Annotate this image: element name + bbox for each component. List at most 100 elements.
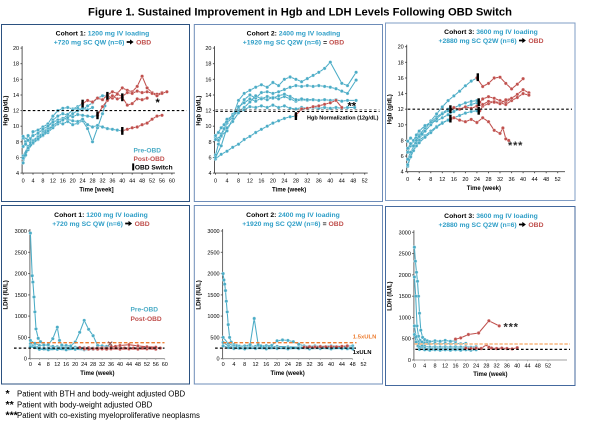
svg-text:12: 12 (439, 177, 445, 183)
svg-text:14: 14 (205, 93, 211, 99)
svg-text:500: 500 (402, 337, 411, 343)
svg-text:60: 60 (169, 179, 175, 185)
svg-text:14: 14 (398, 92, 404, 98)
svg-text:0: 0 (408, 358, 411, 364)
svg-text:**: ** (348, 101, 357, 113)
svg-text:+720 mg SC QW (n=6): +720 mg SC QW (n=6) (54, 40, 125, 47)
svg-text:44: 44 (126, 362, 132, 368)
svg-text:1500: 1500 (399, 294, 411, 300)
svg-text:6: 6 (16, 156, 19, 162)
svg-text:+2880 mg SC Q2W (n=6): +2880 mg SC Q2W (n=6) (439, 38, 517, 45)
svg-text:500: 500 (210, 335, 219, 341)
svg-text:=: = (323, 221, 327, 228)
svg-text:32: 32 (494, 364, 500, 370)
svg-text:+2880 mg SC Q2W (n=6): +2880 mg SC Q2W (n=6) (439, 222, 517, 229)
svg-text:36: 36 (109, 179, 115, 185)
svg-text:32: 32 (99, 362, 105, 368)
svg-text:LDH (IU/L): LDH (IU/L) (388, 281, 394, 310)
svg-text:14: 14 (13, 93, 19, 99)
svg-text:52: 52 (362, 179, 368, 185)
svg-text:4: 4 (208, 171, 211, 177)
svg-text:24: 24 (473, 364, 479, 370)
svg-text:36: 36 (316, 179, 322, 185)
svg-text:Post-OBD: Post-OBD (131, 316, 162, 323)
svg-text:20: 20 (270, 179, 276, 185)
svg-text:28: 28 (485, 177, 491, 183)
svg-text:3000: 3000 (399, 230, 411, 236)
svg-text:4: 4 (225, 179, 228, 185)
svg-text:1000: 1000 (207, 314, 219, 320)
svg-text:20: 20 (70, 179, 76, 185)
svg-text:0: 0 (24, 357, 27, 363)
svg-text:16: 16 (451, 177, 457, 183)
svg-text:12: 12 (252, 362, 258, 368)
svg-text:16: 16 (258, 179, 264, 185)
svg-text:2000: 2000 (399, 273, 411, 279)
svg-text:16: 16 (398, 76, 404, 82)
svg-text:36: 36 (509, 177, 515, 183)
svg-text:OBD: OBD (329, 40, 344, 47)
svg-text:3000: 3000 (207, 229, 219, 235)
svg-text:8: 8 (41, 179, 44, 185)
svg-text:OBD: OBD (136, 40, 151, 47)
svg-text:OBD: OBD (528, 38, 543, 45)
svg-text:40: 40 (327, 179, 333, 185)
svg-text:Cohort 3: 3600 mg IV loading: Cohort 3: 3600 mg IV loading (444, 29, 538, 36)
svg-text:44: 44 (129, 179, 135, 185)
svg-text:24: 24 (281, 179, 287, 185)
svg-text:Figure 1. Sustained Improvemen: Figure 1. Sustained Improvement in Hgb a… (88, 7, 512, 19)
svg-text:32: 32 (99, 179, 105, 185)
svg-text:6: 6 (401, 154, 404, 160)
svg-text:0: 0 (413, 364, 416, 370)
svg-text:16: 16 (60, 179, 66, 185)
svg-text:Cohort 2: 2400 mg IV loading: Cohort 2: 2400 mg IV loading (247, 31, 341, 38)
svg-text:Pre-OBD: Pre-OBD (134, 147, 162, 154)
svg-text:48: 48 (535, 364, 541, 370)
svg-text:44: 44 (532, 177, 538, 183)
svg-text:1000: 1000 (15, 314, 27, 320)
svg-text:2500: 2500 (207, 250, 219, 256)
svg-text:20: 20 (274, 362, 280, 368)
svg-text:48: 48 (139, 179, 145, 185)
svg-text:Cohort 3: 3600 mg IV loading: Cohort 3: 3600 mg IV loading (444, 213, 538, 220)
svg-text:20: 20 (205, 46, 211, 52)
svg-text:12: 12 (13, 109, 19, 115)
svg-text:28: 28 (293, 179, 299, 185)
svg-text:20: 20 (398, 45, 404, 51)
svg-text:32: 32 (497, 177, 503, 183)
svg-text:24: 24 (474, 177, 480, 183)
svg-text:48: 48 (350, 179, 356, 185)
svg-text:Patient with body-weight adjus: Patient with body-weight adjusted OBD (17, 401, 153, 410)
svg-text:OBD Switch: OBD Switch (135, 165, 173, 172)
svg-text:8: 8 (237, 179, 240, 185)
svg-text:28: 28 (89, 179, 95, 185)
svg-text:0: 0 (217, 357, 220, 363)
svg-text:Time (week): Time (week) (473, 372, 507, 378)
svg-text:2500: 2500 (399, 252, 411, 258)
svg-text:16: 16 (63, 362, 69, 368)
svg-text:52: 52 (144, 362, 150, 368)
svg-text:Hgb Normalization (12g/dL): Hgb Normalization (12g/dL) (307, 116, 379, 122)
svg-text:Time (week): Time (week) (80, 371, 114, 377)
svg-text:Patient with co-existing myelo: Patient with co-existing myeloproliferat… (17, 411, 200, 420)
svg-text:24: 24 (285, 362, 291, 368)
svg-text:OBD: OBD (329, 221, 344, 228)
svg-text:LDH (IU/L): LDH (IU/L) (4, 280, 10, 309)
svg-text:4: 4 (401, 170, 404, 176)
svg-text:32: 32 (306, 362, 312, 368)
svg-text:OBD: OBD (135, 221, 150, 228)
svg-text:24: 24 (80, 179, 86, 185)
svg-text:8: 8 (243, 362, 246, 368)
svg-text:0: 0 (406, 177, 409, 183)
svg-text:52: 52 (555, 177, 561, 183)
svg-text:Cohort 1: 1200 mg IV loading: Cohort 1: 1200 mg IV loading (56, 31, 150, 38)
svg-text:8: 8 (429, 177, 432, 183)
svg-text:4: 4 (423, 364, 426, 370)
svg-text:0: 0 (22, 179, 25, 185)
svg-text:4: 4 (418, 177, 421, 183)
svg-text:40: 40 (514, 364, 520, 370)
svg-text:8: 8 (401, 138, 404, 144)
svg-text:12: 12 (50, 179, 56, 185)
svg-text:18: 18 (398, 60, 404, 66)
svg-text:+720 mg SC QW (n=6): +720 mg SC QW (n=6) (52, 221, 123, 228)
